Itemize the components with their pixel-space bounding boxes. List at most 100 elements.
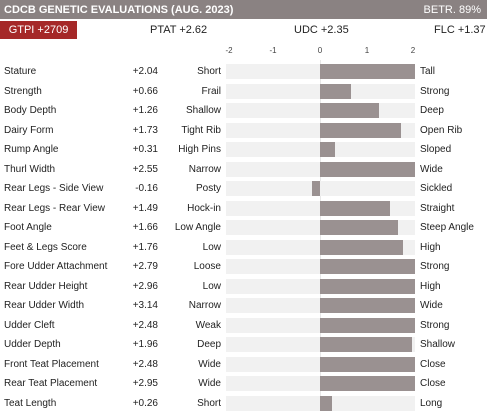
trait-name: Udder Depth <box>4 335 61 355</box>
axis-tick-label: 0 <box>318 46 322 55</box>
trait-name: Rear Teat Placement <box>4 374 97 394</box>
trait-name: Udder Cleft <box>4 316 55 336</box>
trait-high-label: Long <box>420 394 442 413</box>
trait-bar <box>320 279 415 294</box>
axis-tick-label: 2 <box>411 46 415 55</box>
trait-low-label: Tight Rib <box>181 121 221 141</box>
trait-row: Foot Angle +1.66 Low Angle Steep Angle <box>0 218 487 238</box>
trait-name: Dairy Form <box>4 121 53 141</box>
trait-name: Strength <box>4 82 42 102</box>
trait-value: -0.16 <box>135 179 158 199</box>
trait-name: Rear Udder Height <box>4 277 87 297</box>
trait-row: Body Depth +1.26 Shallow Deep <box>0 101 487 121</box>
trait-high-label: High <box>420 277 441 297</box>
trait-value: +2.96 <box>133 277 158 297</box>
trait-value: +2.95 <box>133 374 158 394</box>
trait-high-label: Steep Angle <box>420 218 474 238</box>
trait-high-label: Tall <box>420 62 435 82</box>
trait-value: +1.66 <box>133 218 158 238</box>
trait-bar <box>320 240 403 255</box>
trait-value: +1.26 <box>133 101 158 121</box>
trait-bar-track <box>226 181 415 196</box>
trait-low-label: Hock-in <box>187 199 221 219</box>
trait-name: Body Depth <box>4 101 56 121</box>
trait-bar <box>320 396 332 411</box>
trait-low-label: High Pins <box>178 140 221 160</box>
trait-bar <box>320 103 379 118</box>
trait-bar <box>320 357 415 372</box>
trait-name: Foot Angle <box>4 218 52 238</box>
trait-low-label: Low <box>203 238 221 258</box>
trait-bar <box>312 181 320 196</box>
trait-high-label: Deep <box>420 101 444 121</box>
header-title: CDCB GENETIC EVALUATIONS (AUG. 2023) <box>4 4 233 16</box>
trait-high-label: Open Rib <box>420 121 462 141</box>
trait-row: Rear Teat Placement +2.95 Wide Close <box>0 374 487 394</box>
trait-bar <box>320 64 415 79</box>
flc-value: FLC +1.37 <box>434 24 486 36</box>
trait-low-label: Low <box>203 277 221 297</box>
trait-high-label: Strong <box>420 257 449 277</box>
trait-value: +2.55 <box>133 160 158 180</box>
trait-name: Rear Legs - Rear View <box>4 199 105 219</box>
trait-name: Rear Legs - Side View <box>4 179 103 199</box>
trait-low-label: Short <box>197 62 221 82</box>
axis-tick-label: 1 <box>365 46 369 55</box>
trait-high-label: Strong <box>420 82 449 102</box>
trait-bar <box>320 259 415 274</box>
trait-high-label: Shallow <box>420 335 455 355</box>
trait-row: Teat Length +0.26 Short Long <box>0 394 487 413</box>
trait-value: +0.26 <box>133 394 158 413</box>
trait-name: Thurl Width <box>4 160 55 180</box>
trait-name: Teat Length <box>4 394 56 413</box>
trait-name: Feet & Legs Score <box>4 238 87 258</box>
trait-bar <box>320 142 335 157</box>
trait-bar <box>320 376 415 391</box>
trait-value: +1.96 <box>133 335 158 355</box>
trait-low-label: Posty <box>196 179 221 199</box>
trait-low-label: Short <box>197 394 221 413</box>
trait-value: +2.48 <box>133 316 158 336</box>
gtpi-badge: GTPI +2709 <box>0 21 77 39</box>
trait-value: +1.76 <box>133 238 158 258</box>
trait-low-label: Frail <box>202 82 221 102</box>
trait-value: +0.66 <box>133 82 158 102</box>
trait-high-label: High <box>420 238 441 258</box>
trait-bar <box>320 298 415 313</box>
trait-bar <box>320 123 401 138</box>
trait-bar <box>320 162 415 177</box>
trait-low-label: Narrow <box>189 160 221 180</box>
trait-high-label: Straight <box>420 199 454 219</box>
trait-low-label: Shallow <box>186 101 221 121</box>
trait-high-label: Sloped <box>420 140 451 160</box>
trait-bar <box>320 337 412 352</box>
trait-low-label: Deep <box>197 335 221 355</box>
trait-high-label: Close <box>420 355 446 375</box>
trait-low-label: Wide <box>198 374 221 394</box>
trait-name: Front Teat Placement <box>4 355 99 375</box>
trait-high-label: Wide <box>420 296 443 316</box>
trait-high-label: Close <box>420 374 446 394</box>
trait-value: +2.48 <box>133 355 158 375</box>
trait-value: +0.31 <box>133 140 158 160</box>
trait-low-label: Low Angle <box>175 218 221 238</box>
trait-name: Stature <box>4 62 36 82</box>
axis-tick-label: -2 <box>225 46 232 55</box>
trait-value: +1.49 <box>133 199 158 219</box>
trait-value: +3.14 <box>133 296 158 316</box>
trait-row: Strength +0.66 Frail Strong <box>0 82 487 102</box>
trait-low-label: Narrow <box>189 296 221 316</box>
reliability-label: BETR. 89% <box>424 4 481 16</box>
trait-name: Fore Udder Attachment <box>4 257 107 277</box>
trait-row: Rear Legs - Rear View +1.49 Hock-in Straigh… <box>0 199 487 219</box>
trait-bar <box>320 318 415 333</box>
